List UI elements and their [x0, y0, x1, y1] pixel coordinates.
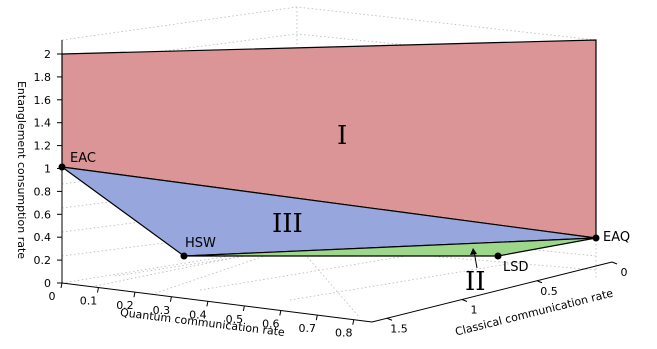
point-lsd [494, 252, 502, 260]
x-tick-label: 1.5 [390, 322, 408, 335]
y-axis-ticks: 0 0.1 0.2 0.3 0.4 0.5 0.6 0.7 0.8 [49, 282, 355, 340]
x-tick-mark [536, 280, 543, 284]
x-tick-mark [461, 299, 468, 302]
x-tick-label: 0.5 [540, 285, 558, 298]
x-tick-label: 0 [621, 266, 628, 279]
region-ii [183, 237, 597, 257]
x-tick-label: 1 [471, 304, 478, 317]
z-tick-label: 0 [44, 277, 51, 290]
y-tick-label: 0.8 [335, 327, 353, 340]
z-tick-label: 2 [44, 48, 51, 61]
y-tick-mark [133, 292, 136, 298]
y-tick-mark [169, 296, 172, 302]
y-tick-mark [242, 305, 245, 312]
axes [61, 40, 613, 323]
y-tick-mark [206, 301, 209, 307]
point-label-lsd: LSD [503, 260, 529, 275]
y-tick-label: 0 [49, 290, 56, 303]
z-tick-label: 1.6 [34, 94, 52, 107]
y-tick-label: 0.7 [299, 322, 317, 335]
y-tick-mark [60, 282, 63, 289]
y-tick-label: 0.4 [189, 308, 207, 321]
y-tick-label: 0.1 [80, 295, 98, 308]
z-tick-label: 1.8 [34, 71, 52, 84]
z-tick-label: 1.4 [34, 117, 52, 130]
x-tick-mark [611, 261, 618, 265]
z-axis-label: Entanglement consumption rate [15, 81, 28, 259]
y-tick-label: 0.6 [262, 318, 280, 331]
region-label-i: I [337, 121, 347, 151]
region-ii-arrowhead [470, 248, 477, 255]
z-tick-label: 0.4 [34, 231, 52, 244]
z-tick-label: 0.6 [34, 208, 52, 221]
y-tick-label: 0.2 [116, 299, 134, 312]
point-hsw [180, 252, 188, 260]
x-axis-ticks: 0 0.5 1 1.5 [386, 261, 628, 335]
y-tick-label: 0.3 [153, 304, 171, 317]
z-axis-ticks: 0 0.2 0.4 0.6 0.8 1 1.2 1.4 1.6 1.8 2 [34, 48, 62, 290]
z-tick-label: 0.2 [34, 254, 52, 267]
z-tick-label: 1.2 [34, 140, 52, 153]
point-label-eaq: EAQ [603, 230, 630, 245]
y-tick-mark [96, 287, 99, 293]
z-tick-label: 0.8 [34, 185, 52, 198]
y-tick-label: 0.5 [226, 313, 244, 326]
x-tick-mark [386, 317, 393, 321]
region-label-iii: III [272, 209, 303, 239]
point-label-eac: EAC [70, 151, 96, 166]
point-eaq [592, 234, 600, 242]
y-tick-mark [315, 315, 318, 321]
y-tick-mark [279, 310, 282, 316]
point-eac [58, 163, 66, 171]
point-label-hsw: HSW [185, 236, 216, 251]
z-tick-label: 1 [44, 163, 51, 176]
y-tick-mark [352, 319, 355, 325]
region-label-ii: II [465, 267, 486, 297]
